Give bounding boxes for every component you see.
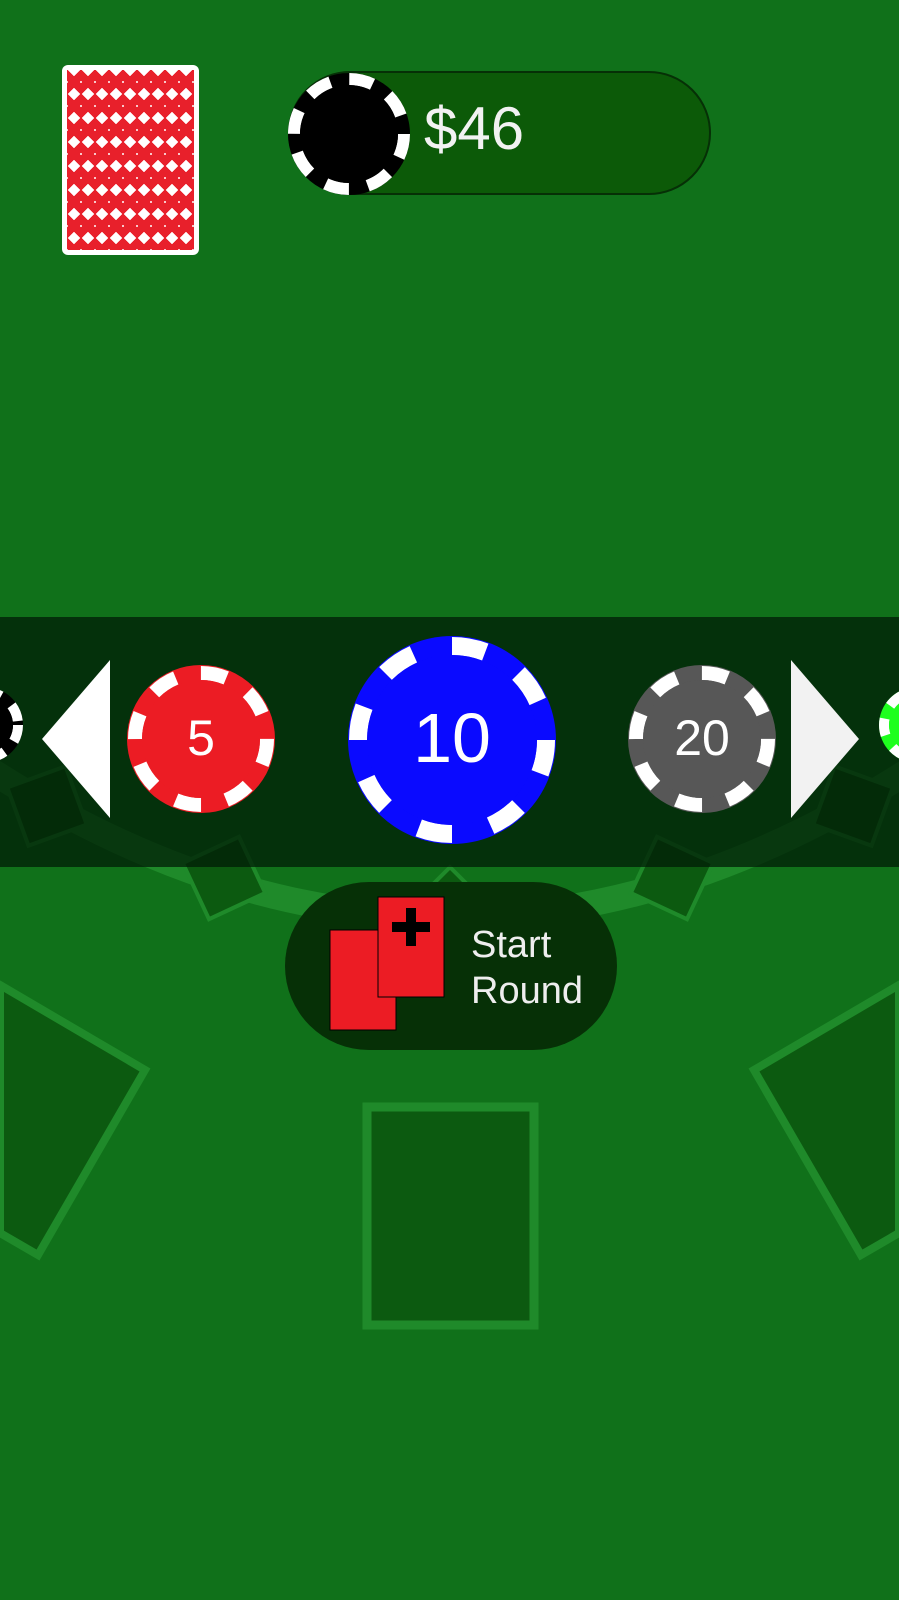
balance-chip-icon xyxy=(288,73,410,195)
chip-5-icon xyxy=(127,665,275,813)
chip-10-label: 10 xyxy=(413,699,491,777)
card-spot-left xyxy=(0,980,151,1261)
chip-20-label: 20 xyxy=(674,710,730,766)
chip-10-icon xyxy=(348,636,556,844)
chip-10-selected[interactable]: 10 xyxy=(348,636,556,844)
chip-20[interactable]: 20 xyxy=(628,665,776,813)
add-cards-icon xyxy=(329,896,445,1031)
card-back-pattern xyxy=(67,70,194,250)
chip-20-icon xyxy=(628,665,776,813)
balance-amount: $46 xyxy=(424,95,525,162)
balance-display: $46 xyxy=(288,71,711,195)
chip-partial-right[interactable] xyxy=(877,685,899,765)
chip-partial-left[interactable] xyxy=(0,685,25,765)
next-chip-arrow-icon[interactable] xyxy=(789,660,861,818)
card-spot-right xyxy=(748,980,899,1261)
chip-5-label: 5 xyxy=(187,710,215,766)
chip-5[interactable]: 5 xyxy=(127,665,275,813)
card-deck xyxy=(62,65,199,255)
card-spot-center xyxy=(362,1102,539,1330)
start-round-button[interactable]: Start Round xyxy=(285,882,617,1050)
previous-chip-arrow-icon[interactable] xyxy=(40,660,112,818)
start-round-label: Start Round xyxy=(471,924,583,1012)
